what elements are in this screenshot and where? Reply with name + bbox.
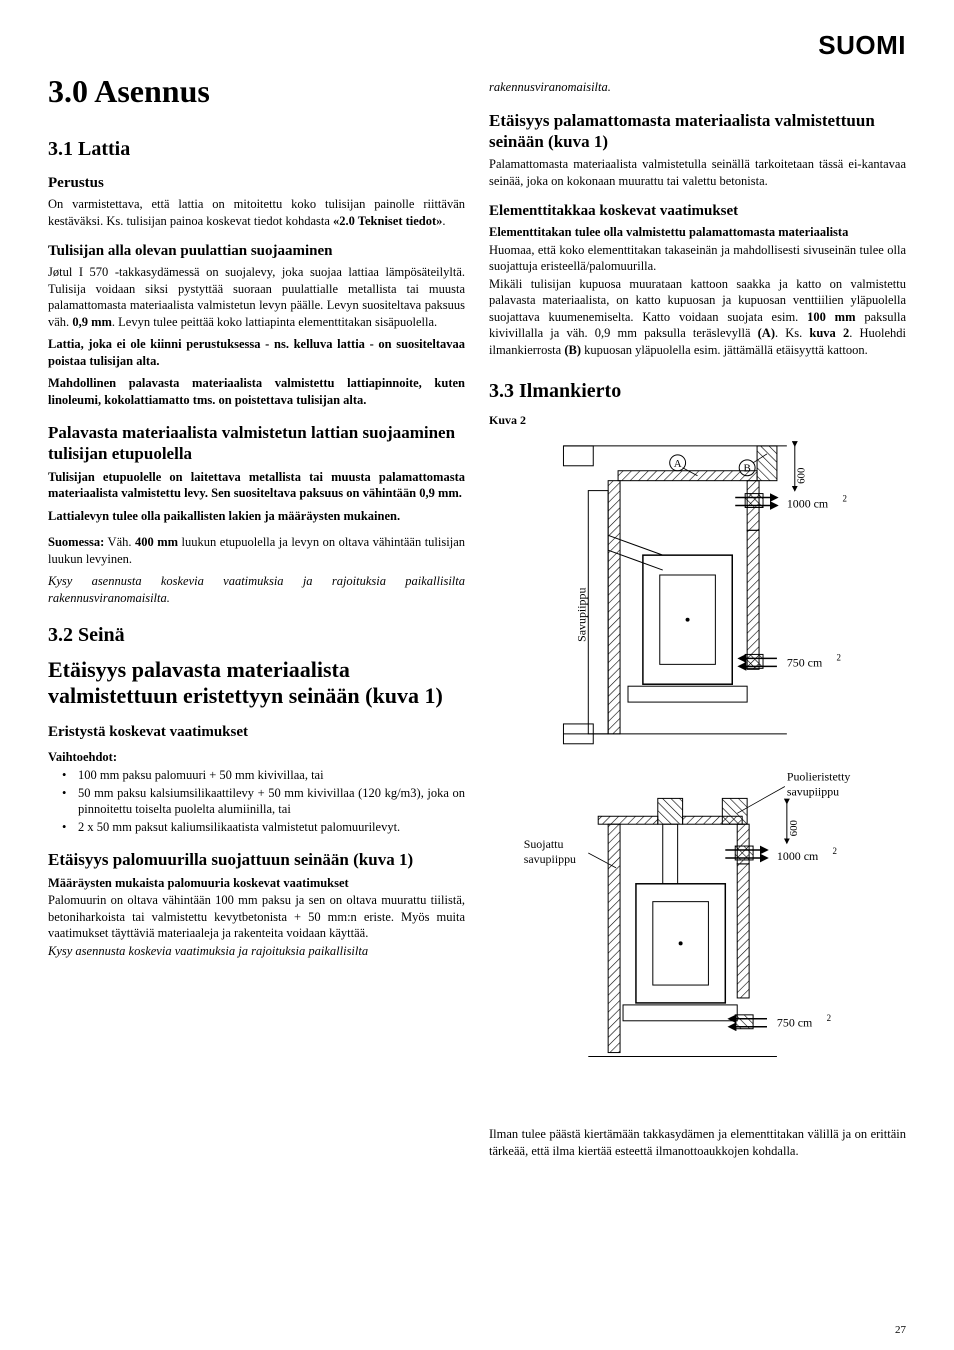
heading-3-2: 3.2 Seinä xyxy=(48,624,465,647)
sup2-1: 2 xyxy=(842,494,846,504)
left-column: 3.0 Asennus 3.1 Lattia Perustus On varmi… xyxy=(48,69,465,1165)
firewall-req-bold: Määräysten mukaista palomuuria koskevat … xyxy=(48,875,465,892)
para-perustus: On varmistettava, että lattia on mitoite… xyxy=(48,196,465,229)
bottom-diagram: Puolieristetty savupiippu 600 xyxy=(524,770,851,1057)
heading-wood-floor: Tulisijan alla olevan puulattian suojaam… xyxy=(48,243,465,260)
dim-600-top: 600 xyxy=(796,467,808,484)
heading-firewall: Etäisyys palomuurilla suojattuun seinään… xyxy=(48,849,465,870)
heading-noncombustible-wall: Etäisyys palamattomasta materiaalista va… xyxy=(489,110,906,153)
sup2-2: 2 xyxy=(836,652,840,662)
label-savupiippu2: savupiippu xyxy=(787,784,839,798)
firewall-italic: Kysy asennusta koskevia vaatimuksia ja r… xyxy=(48,943,465,960)
para-linoleum: Mahdollinen palavasta materiaalista valm… xyxy=(48,375,465,408)
sup2-4: 2 xyxy=(827,1013,831,1023)
heading-3-3: 3.3 Ilmankierto xyxy=(489,380,906,403)
heading-3-1: 3.1 Lattia xyxy=(48,138,465,161)
heading-insulation-req: Eristystä koskevat vaatimukset xyxy=(48,724,465,741)
para-combustible-bold: Tulisijan etupuolelle on laitettava meta… xyxy=(48,469,465,502)
label-A: A xyxy=(674,458,682,470)
para-local-laws: Lattialevyn tulee olla paikallisten laki… xyxy=(48,508,465,525)
main-title: 3.0 Asennus xyxy=(48,73,465,110)
heading-element-req: Elementtitakkaa koskevat vaatimukset xyxy=(489,203,906,220)
right-column: rakennusviranomaisilta. Etäisyys palamat… xyxy=(489,69,906,1165)
label-savupiippu: Savupiippu xyxy=(574,588,588,642)
para-ask-auth-1: Kysy asennusta koskevia vaatimuksia ja r… xyxy=(48,573,465,606)
heading-insulated-wall: Etäisyys palavasta materiaalista valmist… xyxy=(48,657,465,710)
figure-2-diagram: A B 600 xyxy=(489,436,906,1116)
dim-1000-top: 1000 cm xyxy=(787,496,829,510)
continuation-italic: rakennusviranomaisilta. xyxy=(489,79,906,96)
sup2-3: 2 xyxy=(833,846,837,856)
label-suojattu2: savupiippu xyxy=(524,852,576,866)
element-body1: Huomaa, että koko elementtitakan takasei… xyxy=(489,242,906,275)
dim-600-bot: 600 xyxy=(788,819,800,836)
heading-combustible-floor: Palavasta materiaalista valmistetun latt… xyxy=(48,422,465,465)
label-suojattu1: Suojattu xyxy=(524,837,564,851)
para-wood-floor: Jøtul I 570 -takkasydämessä on suojalevy… xyxy=(48,264,465,330)
heading-perustus: Perustus xyxy=(48,175,465,192)
figure-caption: Kuva 2 xyxy=(489,413,906,428)
para-floating-floor: Lattia, joka ei ole kiinni perustuksessa… xyxy=(48,336,465,369)
dim-750-top: 750 cm xyxy=(787,655,823,669)
para-suomessa: Suomessa: Väh. 400 mm luukun etupuolella… xyxy=(48,534,465,567)
dim-750-bot: 750 cm xyxy=(777,1016,813,1030)
options-label: Vaihtoehdot: xyxy=(48,749,465,766)
dim-1000-bot: 1000 cm xyxy=(777,849,819,863)
noncombustible-body: Palamattomasta materiaalista valmistetul… xyxy=(489,156,906,189)
list-item: 2 x 50 mm paksut kaliumsilikaatista valm… xyxy=(78,819,465,836)
page-number: 27 xyxy=(895,1324,906,1336)
list-item: 100 mm paksu palomuuri + 50 mm kivivilla… xyxy=(78,767,465,784)
options-list: 100 mm paksu palomuuri + 50 mm kivivilla… xyxy=(48,767,465,835)
label-B: B xyxy=(744,463,751,475)
diagram-svg: A B 600 xyxy=(489,436,906,1111)
two-column-layout: 3.0 Asennus 3.1 Lattia Perustus On varmi… xyxy=(48,69,906,1165)
element-body2: Mikäli tulisijan kupuosa muurataan katto… xyxy=(489,276,906,359)
top-diagram: A B 600 xyxy=(563,446,846,744)
page-header: SUOMI xyxy=(48,30,906,61)
list-item: 50 mm paksu kalsiumsilikaattilevy + 50 m… xyxy=(78,785,465,818)
firewall-body: Palomuurin on oltava vähintään 100 mm pa… xyxy=(48,892,465,942)
label-puolieristetty: Puolieristetty xyxy=(787,770,851,784)
after-figure-text: Ilman tulee päästä kiertämään takkasydäm… xyxy=(489,1126,906,1159)
element-bold: Elementtitakan tulee olla valmistettu pa… xyxy=(489,224,906,241)
